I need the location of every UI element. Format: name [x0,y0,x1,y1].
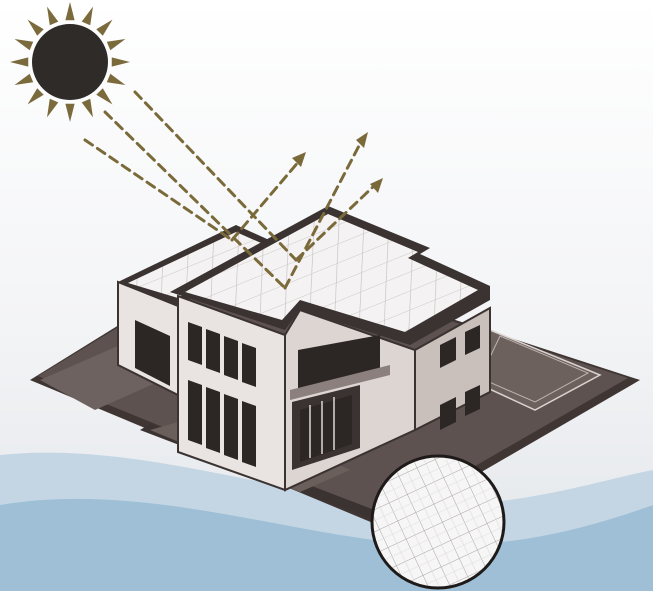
garage-block [117,225,278,397]
wave-dark [0,498,653,591]
house [170,206,491,492]
sun-ray [14,73,34,85]
main-roof-surface [185,214,478,332]
sun-ray [96,19,113,36]
sun-ray [27,19,44,36]
sun-ray [47,98,59,118]
sun-ray [27,88,44,105]
sun-ray [96,88,113,105]
roof-texture-magnifier [370,454,506,590]
sun-ray [81,6,93,26]
windows-side [440,325,480,430]
arrow-heads [292,132,383,193]
sun-ray [111,57,130,67]
sun-ray [106,39,126,51]
sun-ray [81,98,93,118]
windows-lower [188,380,256,467]
sun-ray [47,6,59,26]
sun-ray [14,39,34,51]
sun-ray [65,2,75,21]
reflected-heat-arrow-icon [83,90,377,290]
sun-ray [106,73,126,85]
sun-ray [10,57,29,67]
windows-upper [188,322,256,387]
sun-icon [10,2,130,122]
sun-ray [65,103,75,122]
